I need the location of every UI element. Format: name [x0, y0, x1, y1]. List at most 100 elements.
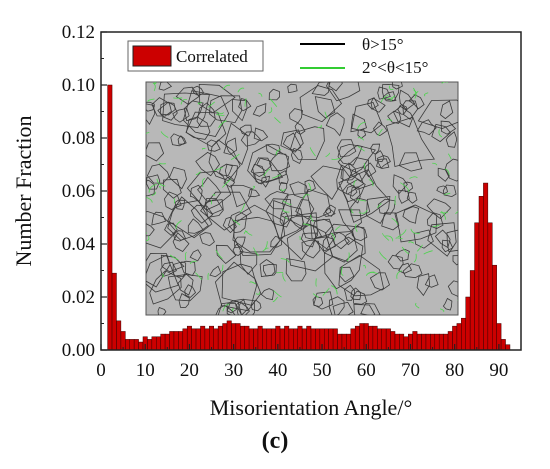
bar-43 — [288, 328, 294, 351]
bar-9 — [138, 341, 144, 351]
bar-34 — [248, 328, 254, 351]
grain-boundary — [238, 98, 252, 112]
grain-boundary — [350, 197, 371, 217]
low-angle-boundary — [455, 210, 458, 215]
grain-boundary — [392, 174, 408, 195]
grain-boundary — [299, 85, 343, 123]
grain-boundary — [158, 82, 173, 91]
bar-68 — [399, 333, 405, 351]
bar-76 — [434, 333, 440, 351]
x-tick-label-20: 20 — [180, 360, 199, 381]
grain-boundary — [162, 178, 182, 199]
bar-26 — [213, 328, 219, 351]
low-angle-boundary — [391, 217, 398, 225]
bar-22 — [195, 328, 201, 351]
low-angle-boundary — [272, 296, 278, 303]
low-angle-boundary — [244, 98, 247, 107]
low-angle-boundary — [413, 91, 419, 95]
x-tick-label-40: 40 — [268, 360, 287, 381]
grain-boundary — [353, 304, 376, 315]
panel-label: (c) — [262, 428, 289, 454]
low-angle-boundary — [273, 290, 282, 298]
grain-boundary — [351, 102, 383, 134]
bar-77 — [438, 333, 444, 351]
grain-boundary — [262, 263, 277, 277]
grain-boundary — [345, 184, 358, 197]
grain-boundary — [187, 218, 204, 234]
bar-14 — [160, 333, 166, 351]
grain-boundary — [302, 223, 323, 240]
bar-39 — [270, 328, 276, 351]
grain-boundary — [441, 239, 454, 253]
grain-boundary — [185, 116, 211, 140]
low-angle-boundary — [408, 241, 415, 244]
grain-boundary — [304, 179, 316, 193]
grain-boundary — [344, 231, 357, 246]
low-angle-boundary — [303, 194, 310, 199]
grain-boundary — [446, 229, 458, 252]
bar-46 — [301, 328, 307, 351]
grain-boundary — [440, 120, 457, 135]
grain-boundary — [208, 95, 243, 124]
bar-61 — [368, 325, 374, 351]
low-angle-boundary — [353, 180, 356, 186]
grain-boundary — [172, 230, 186, 242]
low-angle-boundary — [244, 230, 253, 236]
bar-88 — [487, 222, 493, 351]
low-angle-boundary — [317, 124, 322, 128]
grain-boundary — [189, 249, 202, 262]
low-angle-boundary — [302, 223, 311, 227]
grain-boundary — [217, 300, 242, 315]
grain-boundary — [352, 290, 368, 305]
low-angle-boundary — [152, 82, 156, 92]
grain-boundary — [289, 181, 309, 199]
grain-boundary — [206, 139, 221, 152]
low-angle-boundary — [312, 293, 319, 298]
low-angle-boundary — [197, 101, 202, 105]
grain-boundary — [338, 168, 391, 223]
low-angle-boundary — [438, 129, 443, 138]
grain-boundary — [393, 105, 414, 128]
low-angle-boundary — [160, 131, 169, 138]
low-angle-boundary — [146, 197, 153, 203]
x-axis-ticks: 0 10 20 30 40 50 60 70 80 90 — [96, 344, 508, 381]
grain-boundary — [254, 171, 267, 185]
grain-boundary — [338, 254, 385, 297]
low-angle-boundary — [385, 235, 394, 242]
grain-boundary — [417, 99, 458, 130]
low-angle-boundary — [351, 208, 354, 214]
grain-boundary — [215, 304, 236, 315]
x-tick-label-10: 10 — [136, 360, 155, 381]
low-angle-boundary — [282, 209, 290, 213]
grain-boundary — [322, 207, 336, 217]
low-angle-boundary — [237, 87, 245, 93]
grain-boundary — [340, 162, 357, 181]
low-angle-boundary — [201, 147, 206, 150]
grain-boundary — [336, 139, 357, 158]
grain-boundary — [349, 186, 361, 204]
grain-boundary — [167, 274, 203, 302]
bar-87 — [483, 182, 489, 351]
low-angle-boundary — [147, 98, 155, 102]
low-angle-boundary — [310, 214, 314, 223]
low-angle-boundary — [417, 244, 423, 252]
bar-6 — [125, 339, 130, 351]
grain-boundary — [416, 119, 437, 136]
grain-boundary — [215, 244, 237, 265]
low-angle-boundary — [322, 287, 330, 296]
low-angle-boundary — [368, 179, 374, 187]
grain-boundary — [226, 302, 238, 314]
grain-boundary — [408, 94, 425, 110]
bar-66 — [390, 331, 396, 351]
bar-64 — [381, 328, 387, 351]
grain-boundary — [295, 188, 332, 218]
bar-54 — [337, 333, 343, 351]
bar-63 — [377, 328, 382, 351]
grain-boundary — [250, 163, 266, 178]
bar-37 — [262, 328, 268, 351]
low-angle-boundary — [274, 117, 281, 124]
grain-boundary — [313, 291, 334, 310]
low-angle-boundary — [146, 235, 150, 241]
legend-lines: θ>15° 2°<θ<15° — [300, 35, 428, 77]
